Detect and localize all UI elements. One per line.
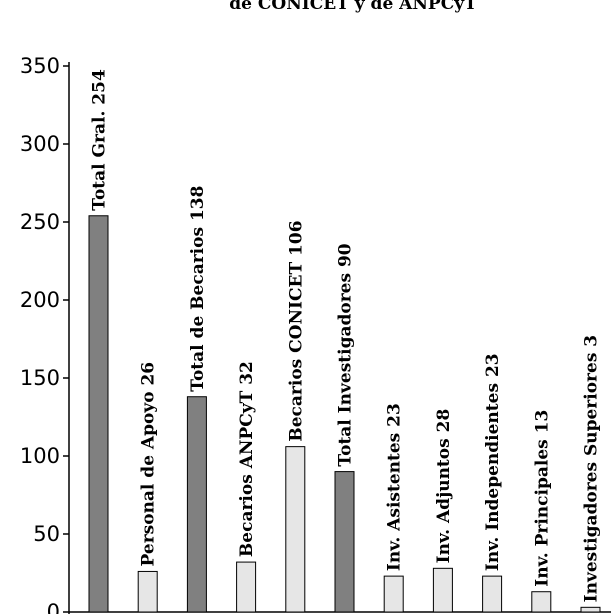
y-tick-label: 0 — [47, 600, 60, 614]
bar-data-label: Total de Becarios 138 — [188, 186, 208, 392]
y-tick-label: 250 — [20, 210, 60, 234]
bar — [186, 396, 207, 613]
bar — [383, 575, 404, 613]
bar-data-label: Becarios CONICET 106 — [286, 220, 306, 441]
y-axis: 0 50 100 150 200 250 300 350 — [20, 54, 611, 614]
bar-data-label: Total Gral. 254 — [90, 69, 110, 211]
y-tick-label: 300 — [20, 132, 60, 156]
bar — [580, 606, 601, 613]
bar-data-label: Inv. Principales 13 — [532, 410, 552, 587]
y-tick-label: 350 — [20, 54, 60, 78]
chart-title: de CONICET y de ANPCyT — [229, 0, 477, 14]
bar — [531, 591, 552, 613]
bar-data-label: Becarios ANPCyT 32 — [237, 361, 257, 557]
bar-data-label: Inv. Adjuntos 28 — [434, 409, 454, 564]
bar — [137, 570, 158, 613]
bar-data-label: Total Investigadores 90 — [336, 243, 356, 466]
bars — [88, 215, 601, 613]
bar — [285, 446, 306, 613]
bar — [88, 215, 109, 613]
bar — [432, 567, 453, 613]
bar — [334, 471, 355, 613]
bar-labels: Total Gral. 254 Personal de Apoyo 26 Total… — [90, 69, 602, 602]
bar-data-label: Investigadores Superiores 3 — [582, 335, 602, 602]
bar-data-label: Personal de Apoyo 26 — [139, 362, 159, 567]
bar-data-label: Inv. Independientes 23 — [483, 353, 503, 571]
y-tick-label: 150 — [20, 366, 60, 390]
bar — [482, 575, 503, 613]
y-tick-label: 200 — [20, 288, 60, 312]
bar-data-label: Inv. Asistentes 23 — [385, 403, 405, 571]
y-tick-label: 100 — [20, 444, 60, 468]
bar — [236, 561, 257, 613]
y-tick-label: 50 — [33, 522, 60, 546]
